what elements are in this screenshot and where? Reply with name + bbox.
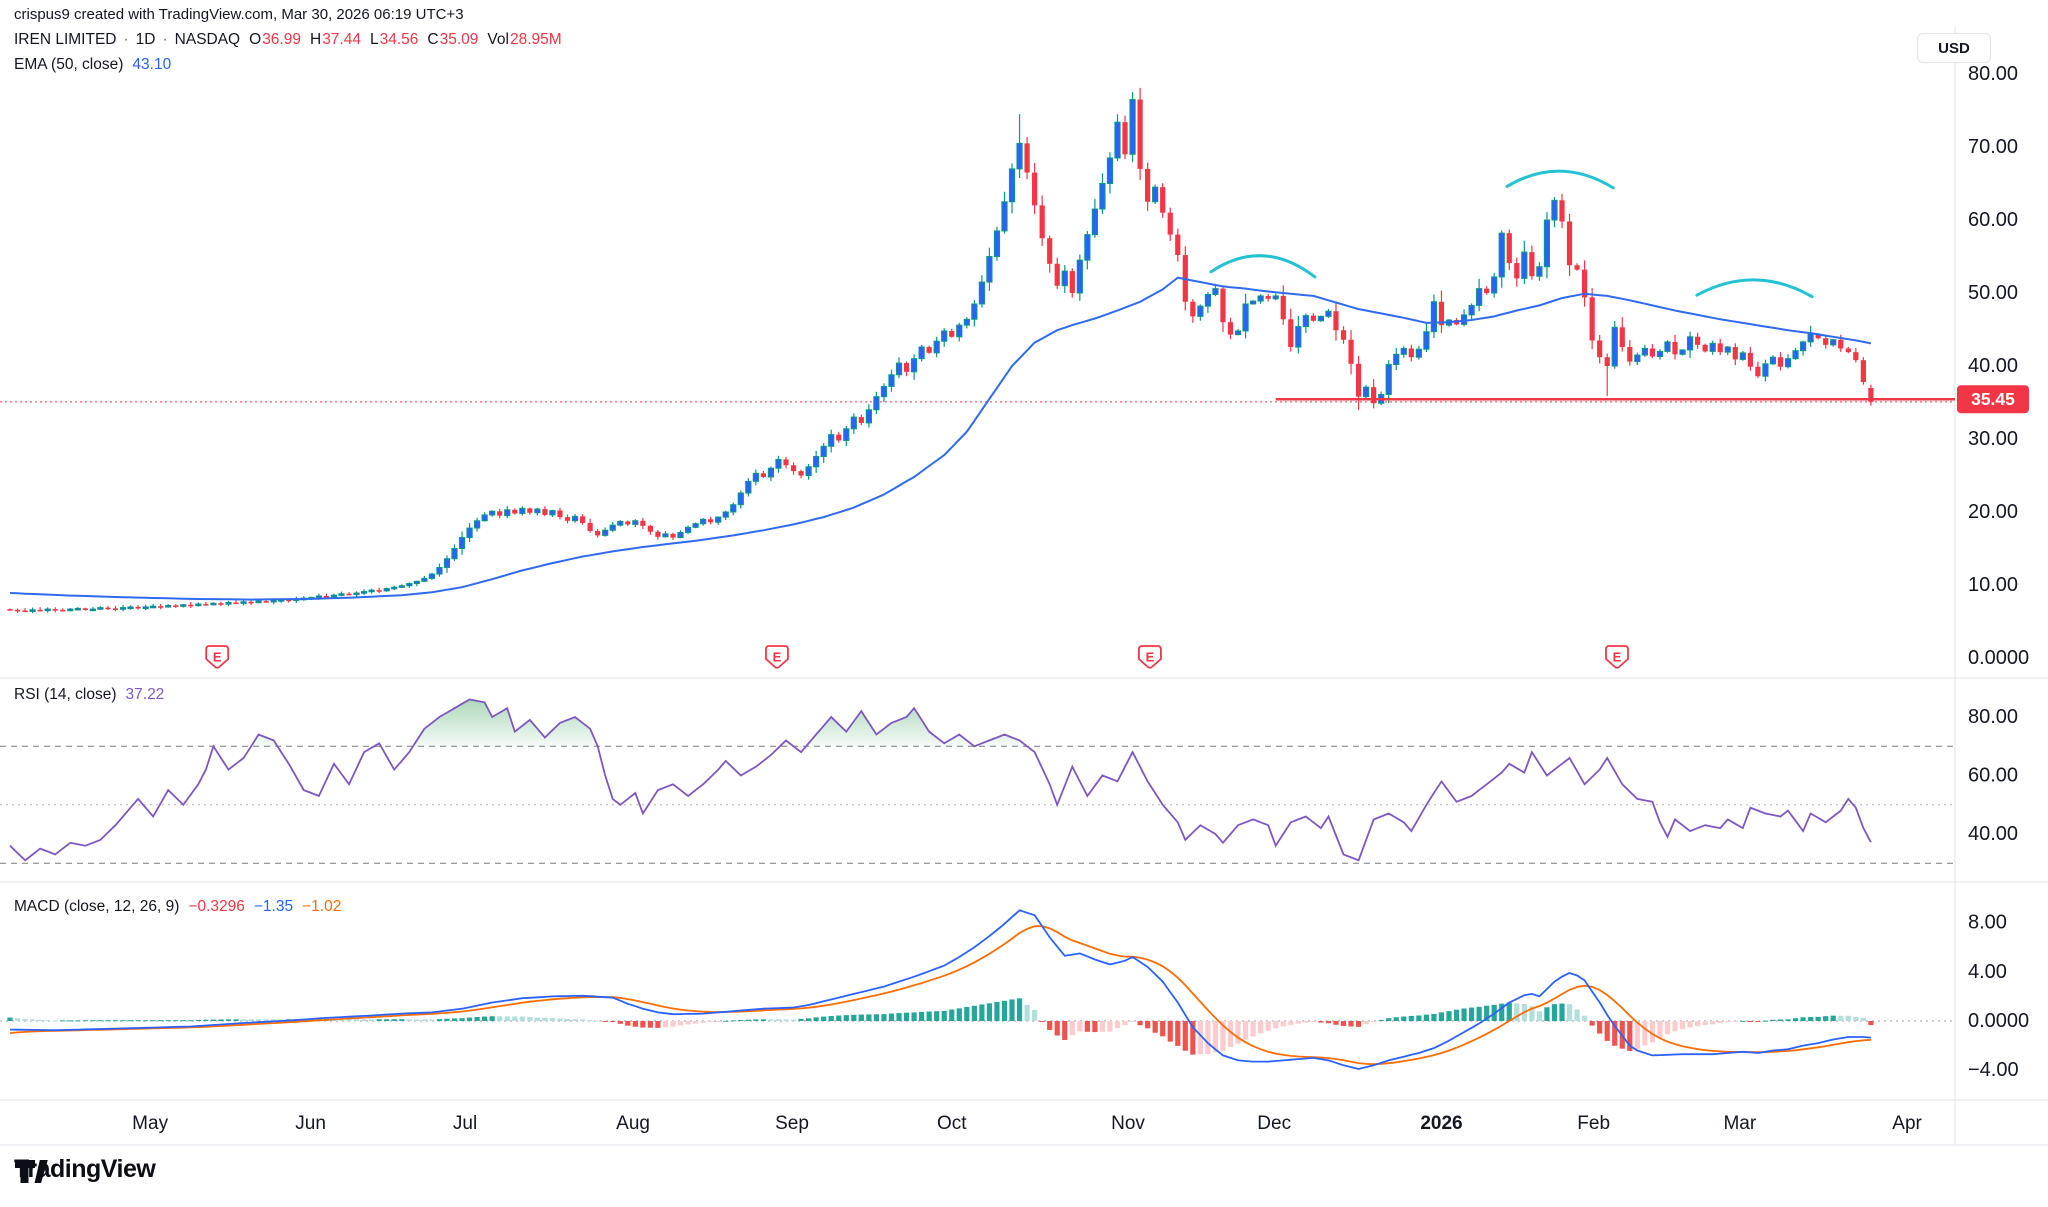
legend-separator: · xyxy=(123,31,129,48)
rsi-line[interactable] xyxy=(9,698,1872,862)
high-value: H 37.44 xyxy=(309,31,361,48)
legend-separator: · xyxy=(162,31,168,48)
rsi-label: RSI (14, close) xyxy=(14,686,117,703)
svg-text:8.00: 8.00 xyxy=(1968,912,2007,934)
tradingview-logo-icon xyxy=(15,1160,48,1183)
tradingview-logo[interactable]: TradingView xyxy=(14,1155,156,1184)
rsi-indicator-legend[interactable]: RSI (14, close) 37.22 xyxy=(14,686,164,704)
macd-indicator-legend[interactable]: MACD (close, 12, 26, 9) −0.3296 −1.35 −1… xyxy=(14,898,341,916)
svg-text:20.00: 20.00 xyxy=(1968,501,2018,523)
arc-annotation-1[interactable] xyxy=(1209,254,1317,279)
ema-indicator-legend[interactable]: EMA (50, close) 43.10 xyxy=(14,56,171,74)
svg-text:0.0000: 0.0000 xyxy=(1968,647,2029,669)
exchange-label: NASDAQ xyxy=(174,31,241,48)
svg-text:4.00: 4.00 xyxy=(1968,961,2007,983)
arc-annotation-2[interactable] xyxy=(1505,169,1615,190)
svg-text:E: E xyxy=(1146,650,1155,665)
svg-text:70.00: 70.00 xyxy=(1968,136,2018,158)
earnings-icon[interactable]: E xyxy=(1605,645,1629,669)
time-axis-label: Nov xyxy=(1111,1113,1145,1134)
symbol-name[interactable]: IREN LIMITED xyxy=(14,31,117,48)
time-axis-label: Sep xyxy=(775,1113,809,1134)
close-value: C 35.09 xyxy=(427,31,479,48)
time-axis[interactable]: May Jun Jul Aug Sep Oct Nov Dec 2026 Feb Mar Apr xyxy=(132,1113,1922,1134)
macd-pane[interactable] xyxy=(0,909,1955,1070)
time-axis-label: Apr xyxy=(1892,1113,1922,1134)
svg-text:E: E xyxy=(1613,650,1622,665)
currency-badge[interactable]: USD xyxy=(1917,33,1991,63)
macd-signal-value: −1.02 xyxy=(302,898,342,915)
rsi-pane[interactable] xyxy=(0,698,1955,864)
interval-label[interactable]: 1D xyxy=(135,31,156,48)
low-value: L 34.56 xyxy=(369,31,419,48)
candlestick-series xyxy=(7,87,1874,614)
time-axis-label: Dec xyxy=(1257,1113,1291,1134)
time-axis-label: Feb xyxy=(1577,1113,1610,1134)
rsi-overbought-fill xyxy=(10,699,1871,747)
svg-text:E: E xyxy=(213,650,222,665)
svg-text:30.00: 30.00 xyxy=(1968,428,2018,450)
macd-line-value: −1.35 xyxy=(253,898,294,915)
time-axis-label: Jun xyxy=(295,1113,326,1134)
ema-line[interactable] xyxy=(9,276,1872,601)
svg-text:35.45: 35.45 xyxy=(1971,389,2015,409)
support-price-label[interactable]: 35.45 xyxy=(1957,385,2029,414)
arc-annotation-3[interactable] xyxy=(1695,278,1814,299)
chart-attribution: crispus9 created with TradingView.com, M… xyxy=(14,6,464,23)
time-axis-label: Mar xyxy=(1723,1113,1756,1134)
pane-separators xyxy=(0,27,2048,1146)
macd-histogram xyxy=(7,998,1874,1055)
time-axis-label: Aug xyxy=(616,1113,650,1134)
svg-text:80.00: 80.00 xyxy=(1968,706,2018,728)
ema-label: EMA (50, close) xyxy=(14,56,124,73)
svg-text:10.00: 10.00 xyxy=(1968,574,2018,596)
time-axis-label: May xyxy=(132,1113,168,1134)
time-axis-label: 2026 xyxy=(1420,1113,1462,1134)
svg-text:40.00: 40.00 xyxy=(1968,355,2018,377)
svg-text:50.00: 50.00 xyxy=(1968,282,2018,304)
macd-signal-line[interactable] xyxy=(9,925,1871,1066)
symbol-legend[interactable]: IREN LIMITED · 1D · NASDAQ O 36.99 H 37.44… xyxy=(14,31,562,49)
svg-text:60.00: 60.00 xyxy=(1968,765,2018,787)
price-axis[interactable]: 80.00 70.00 60.00 50.00 40.00 30.00 20.00 10.00… xyxy=(1968,63,2029,1081)
svg-text:−4.00: −4.00 xyxy=(1968,1059,2019,1081)
svg-text:40.00: 40.00 xyxy=(1968,823,2018,845)
earnings-icon[interactable]: E xyxy=(205,645,230,669)
svg-text:E: E xyxy=(773,650,782,665)
macd-line[interactable] xyxy=(9,909,1871,1070)
time-axis-label: Oct xyxy=(937,1113,967,1134)
volume-value: Vol 28.95M xyxy=(487,31,562,48)
earnings-icon[interactable]: E xyxy=(765,645,789,669)
time-axis-label: Jul xyxy=(453,1113,477,1134)
ema-value: 43.10 xyxy=(132,56,172,73)
price-pane[interactable] xyxy=(0,87,1955,614)
rsi-value: 37.22 xyxy=(125,686,165,703)
svg-text:80.00: 80.00 xyxy=(1968,63,2018,85)
earnings-icon[interactable]: E xyxy=(1137,645,1162,669)
open-value: O 36.99 xyxy=(249,31,301,48)
svg-text:60.00: 60.00 xyxy=(1968,209,2018,231)
currency-label: USD xyxy=(1938,39,1970,57)
macd-label: MACD (close, 12, 26, 9) xyxy=(14,898,180,915)
svg-text:0.0000: 0.0000 xyxy=(1968,1010,2029,1032)
macd-histogram-value: −0.3296 xyxy=(188,898,245,915)
